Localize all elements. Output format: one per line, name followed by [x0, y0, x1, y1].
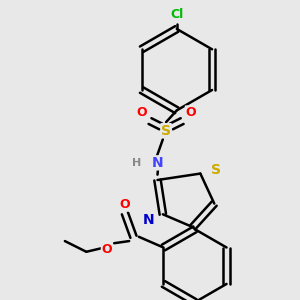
Text: N: N: [143, 213, 154, 226]
Text: S: S: [211, 164, 221, 177]
Text: N: N: [152, 156, 164, 170]
Text: S: S: [161, 124, 171, 138]
Text: O: O: [136, 106, 147, 119]
Text: O: O: [120, 198, 130, 211]
Text: H: H: [132, 158, 141, 168]
Text: Cl: Cl: [170, 8, 183, 22]
Text: O: O: [101, 243, 112, 256]
Text: O: O: [185, 106, 196, 119]
